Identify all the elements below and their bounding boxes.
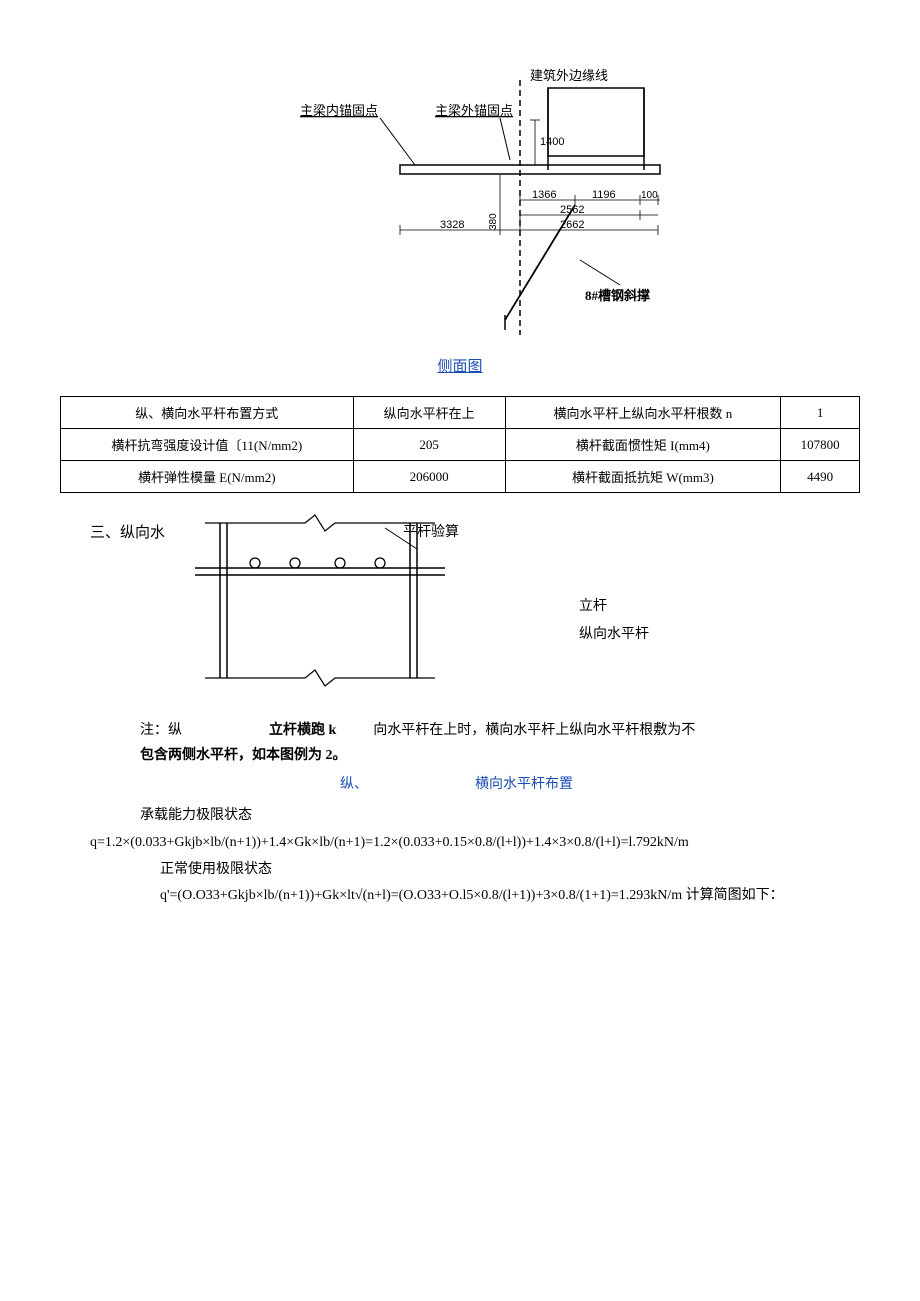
label-outer-edge: 建筑外边缘线	[530, 68, 608, 83]
dim-1366: 1366	[532, 189, 556, 201]
cell-r3c4: 4490	[781, 461, 860, 493]
cell-r1c2: 纵向水平杆在上	[353, 397, 505, 429]
cell-r1c4: 1	[781, 397, 860, 429]
diagram-svg: 建筑外边缘线 主梁内锚固点 主梁外锚固点 1400 1366 1196 100 …	[240, 60, 680, 340]
dim-1196: 1196	[592, 189, 616, 201]
note-p1a: 注：纵	[140, 723, 182, 738]
cell-r1c3: 横向水平杆上纵向水平杆根数 n	[505, 397, 781, 429]
calc-block: 承载能力极限状态 q=1.2×(0.033+Gkjb×lb/(n+1))+1.4…	[110, 803, 810, 909]
blue-caption: 纵、 横向水平杆布置	[340, 773, 860, 793]
calc-state2: 正常使用极限状态	[160, 857, 810, 884]
calc-eq1: q=1.2×(0.033+Gkjb×lb/(n+1))+1.4×Gk×lb/(n…	[90, 830, 810, 857]
cell-r3c1: 横杆弹性模量 E(N/mm2)	[61, 461, 354, 493]
dim-1400: 1400	[540, 136, 564, 148]
note-crossrun: 立杆横跑 k	[269, 723, 336, 738]
section3-title-right: 平杆验算	[403, 521, 459, 541]
note-block: 注：纵 立杆横跑 k 向水平杆在上时，横向水平杆上纵向水平杆根敷为不 包含两侧水…	[140, 718, 800, 768]
label-inner-anchor: 主梁内锚固点	[300, 103, 378, 118]
cell-r2c1: 横杆抗弯强度设计值〔11(N/mm2)	[61, 429, 354, 461]
label-zong: 纵向水平杆	[579, 621, 649, 649]
label-ligan: 立杆	[579, 593, 649, 621]
calc-state1: 承载能力极限状态	[140, 803, 810, 830]
dim-100: 100	[641, 190, 658, 201]
dim-3328: 3328	[440, 219, 464, 231]
label-brace: 8#槽钢斜撑	[585, 288, 650, 303]
cell-r1c1: 纵、横向水平杆布置方式	[61, 397, 354, 429]
cell-r3c2: 206000	[353, 461, 505, 493]
side-view-diagram: 建筑外边缘线 主梁内锚固点 主梁外锚固点 1400 1366 1196 100 …	[240, 60, 680, 345]
dim-v380: 380	[488, 213, 499, 230]
cell-r2c2: 205	[353, 429, 505, 461]
cell-r2c3: 横杆截面惯性矩 I(mm4)	[505, 429, 781, 461]
note-p1b: 向水平杆在上时，横向水平杆上纵向水平杆根敷为不	[373, 723, 695, 738]
label-outer-anchor: 主梁外锚固点	[435, 103, 513, 118]
cell-r2c4: 107800	[781, 429, 860, 461]
cell-r3c3: 横杆截面抵抗矩 W(mm3)	[505, 461, 781, 493]
caption-side-view: 侧面图	[60, 355, 860, 376]
params-table: 纵、横向水平杆布置方式 纵向水平杆在上 横向水平杆上纵向水平杆根数 n 1 横杆…	[60, 396, 860, 493]
section3-title-left: 三、纵向水	[90, 521, 165, 542]
note-p2: 包含两侧水平杆，如本图例为 2。	[140, 748, 347, 763]
calc-eq2: q'=(O.O33+Gkjb×lb/(n+1))+Gk×lt√(n+l)=(O.…	[160, 883, 810, 910]
